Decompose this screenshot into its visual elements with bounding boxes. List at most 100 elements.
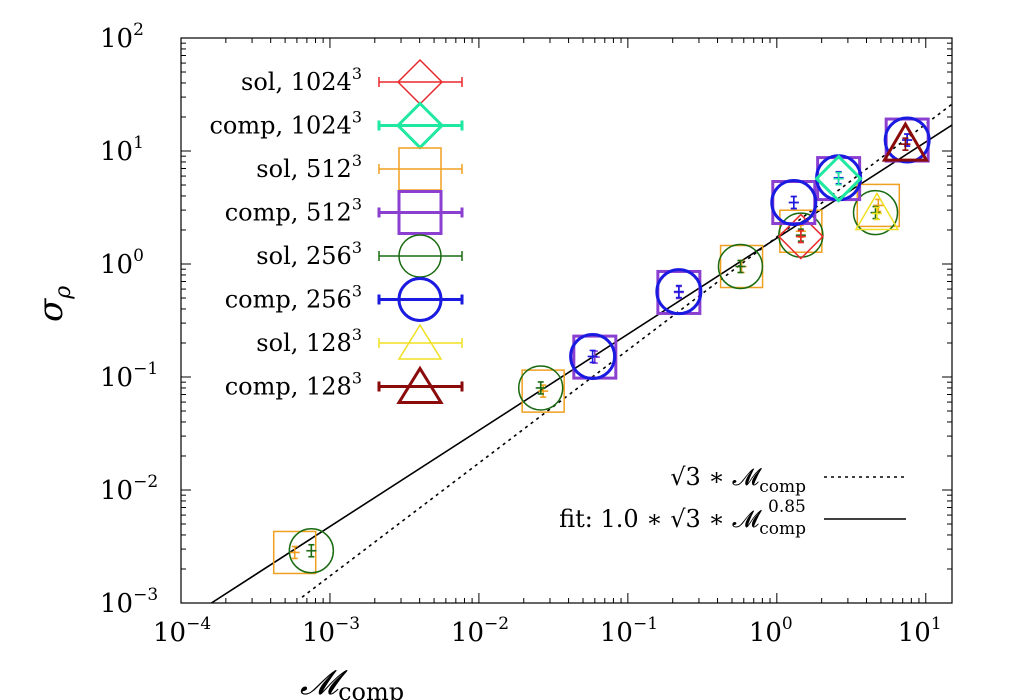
legend-label-text: comp, 512 — [225, 199, 352, 227]
line-legend-main: fit: 1.0 ∗ √3 ∗ 𝓜 — [559, 505, 762, 533]
data-point — [288, 527, 335, 574]
y-tick-label: 10−3 — [100, 585, 158, 619]
sqrt3-reference-line — [301, 103, 952, 598]
x-tick-base: 10 — [600, 618, 633, 648]
legend-entry: comp, 2563 — [225, 277, 464, 322]
legend-label-text: sol, 512 — [256, 155, 352, 183]
y-tick-exponent: 0 — [133, 246, 144, 266]
legend-label-sup: 3 — [352, 64, 362, 83]
data-point — [655, 268, 703, 316]
legend-entry: sol, 5123 — [256, 147, 463, 191]
legend-label-sup: 3 — [352, 108, 362, 127]
data-point — [569, 332, 617, 380]
legend-label: sol, 1283 — [256, 325, 362, 357]
x-tick-label: 10−1 — [600, 614, 658, 648]
legend-label: sol, 5123 — [256, 151, 362, 183]
y-tick-label: 10−2 — [100, 472, 158, 506]
y-tick-exponent: 1 — [133, 133, 144, 153]
square-marker — [856, 183, 901, 228]
legend-label-text: comp, 128 — [225, 373, 352, 401]
y-tick-exponent: −1 — [133, 359, 158, 379]
legend-entry: comp, 1283 — [225, 365, 464, 404]
y-tick-base: 10 — [100, 137, 133, 167]
legend-marker — [397, 323, 443, 360]
data-point — [881, 121, 930, 162]
data-point — [521, 369, 565, 413]
x-tick-label: 10−3 — [302, 614, 360, 648]
y-tick-exponent: 2 — [133, 20, 144, 40]
legend-marker — [396, 365, 444, 404]
y-tick-exponent: −2 — [133, 472, 158, 492]
data-point — [272, 530, 317, 575]
legend-marker — [397, 277, 443, 322]
line-legend-main: √3 ∗ 𝓜 — [670, 463, 762, 491]
y-tick-base: 10 — [100, 476, 133, 506]
legend-label: comp, 10243 — [209, 108, 362, 140]
x-tick-exponent: 1 — [931, 614, 942, 634]
x-axis-label: 𝓜comp — [300, 663, 404, 700]
x-tick-exponent: −4 — [186, 614, 211, 634]
plot-border — [180, 37, 953, 604]
legend-label-sup: 3 — [352, 238, 362, 257]
axes: σρ 𝓜comp 10−4 10−3 10−2 10−1 100 10110−310−21… — [31, 20, 942, 700]
x-tick-base: 10 — [898, 618, 931, 648]
circle-marker — [655, 268, 703, 316]
legend-label-text: sol, 1024 — [241, 68, 352, 96]
x-tick-label: 101 — [898, 614, 942, 648]
legend-label-text: comp, 1024 — [209, 112, 351, 140]
data-point — [777, 213, 824, 260]
legend-label-text: sol, 128 — [256, 329, 352, 357]
data-point — [717, 243, 764, 290]
legend-label-sup: 3 — [352, 282, 362, 301]
legend-marker — [397, 190, 443, 235]
legend-label: sol, 10243 — [241, 64, 362, 96]
line-legend-sub: comp — [759, 477, 806, 497]
square-marker — [272, 530, 317, 575]
y-tick-base: 10 — [100, 589, 133, 619]
legend-label-text: comp, 256 — [225, 286, 352, 314]
legend-entry: comp, 5123 — [225, 190, 464, 235]
data-point — [854, 191, 900, 231]
x-tick-label: 10−2 — [451, 614, 509, 648]
x-tick-label: 10−4 — [153, 614, 211, 648]
x-tick-base: 10 — [302, 618, 335, 648]
circle-marker — [288, 527, 335, 574]
x-tick-exponent: 0 — [782, 614, 793, 634]
legend-label: comp, 5123 — [225, 195, 362, 227]
data-points — [272, 116, 931, 575]
circle-marker — [883, 116, 931, 164]
y-tick-base: 10 — [100, 363, 133, 393]
y-tick-label: 10−1 — [100, 359, 158, 393]
x-tick-exponent: −2 — [484, 614, 509, 634]
triangle-marker — [854, 191, 900, 231]
y-tick-base: 10 — [100, 250, 133, 280]
legend-label-sup: 3 — [352, 151, 362, 170]
y-tick-base: 10 — [100, 24, 133, 54]
line-legend-sup: 0.85 — [768, 497, 806, 517]
plot-frame — [180, 37, 953, 604]
y-tick-label: 102 — [100, 20, 144, 54]
line-legend-label: √3 ∗ 𝓜comp — [670, 463, 806, 497]
data-point — [814, 154, 863, 203]
circle-marker — [770, 179, 818, 227]
legend-label-sup: 3 — [352, 195, 362, 214]
x-tick-label: 100 — [749, 614, 793, 648]
circle-marker — [717, 243, 764, 290]
diamond-marker — [777, 213, 824, 260]
triangle-marker — [881, 121, 930, 162]
legend-label-sup: 3 — [352, 369, 362, 388]
circle-marker — [569, 332, 617, 380]
y-axis-label: σρ — [31, 286, 76, 322]
fit-line — [210, 124, 952, 603]
y-tick-label: 101 — [100, 133, 144, 167]
legend-entry: comp, 10243 — [209, 101, 464, 150]
line-legend-sub: comp — [759, 519, 806, 539]
reference-lines — [210, 103, 952, 603]
legend-entry: sol, 1283 — [256, 323, 463, 360]
x-tick-base: 10 — [451, 618, 484, 648]
circle-marker — [517, 365, 564, 411]
y-tick-exponent: −3 — [133, 585, 158, 605]
